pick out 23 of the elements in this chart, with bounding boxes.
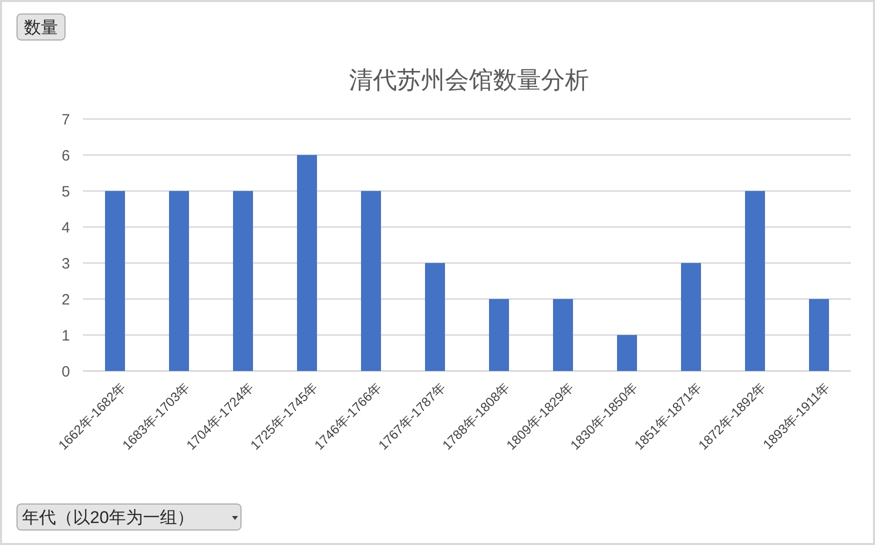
x-axis-title: 年代（以20年为一组） <box>22 508 194 527</box>
bar <box>489 299 509 371</box>
chart-title: 清代苏州会馆数量分析 <box>349 67 589 94</box>
bar <box>617 335 637 371</box>
y-tick-label: 6 <box>62 147 70 164</box>
y-tick-label: 1 <box>62 327 70 344</box>
y-tick-label: 7 <box>62 111 70 128</box>
y-tick-label: 3 <box>62 255 70 272</box>
y-tick-label: 5 <box>62 183 70 200</box>
bar <box>681 263 701 371</box>
bar <box>105 191 125 371</box>
bar <box>553 299 573 371</box>
y-tick-label: 2 <box>62 291 70 308</box>
bar <box>233 191 253 371</box>
bar <box>425 263 445 371</box>
bar <box>809 299 829 371</box>
bar <box>745 191 765 371</box>
y-tick-label: 0 <box>62 363 70 380</box>
bar <box>169 191 189 371</box>
y-tick-label: 4 <box>62 219 70 236</box>
bar <box>297 155 317 371</box>
y-axis-title: 数量 <box>24 18 58 37</box>
bar <box>361 191 381 371</box>
